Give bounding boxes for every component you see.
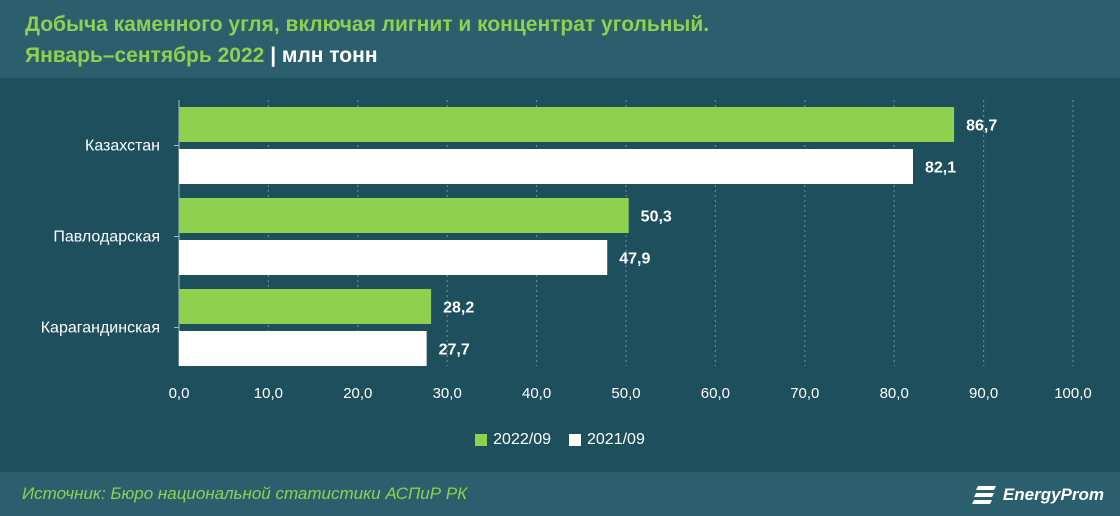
category-label: Казахстан	[85, 138, 160, 155]
chart-footer: Источник: Бюро национальной статистики А…	[0, 472, 1120, 516]
bar-2021-09	[179, 240, 608, 275]
title-separator: |	[264, 44, 282, 67]
x-tick-label: 70,0	[790, 385, 819, 402]
x-tick-label: 30,0	[433, 385, 462, 402]
x-tick-label: 90,0	[969, 385, 998, 402]
data-label: 27,7	[439, 342, 470, 359]
chart-legend: 2022/09 2021/09	[0, 428, 1120, 452]
x-tick-label: 50,0	[611, 385, 640, 402]
x-tick-label: 80,0	[880, 385, 909, 402]
bar-chart: 0,0 10,0 20,0 30,0 40,0 50,0 60,0 70,0 80,0 90,0 1…	[41, 100, 1092, 402]
legend-swatch-2022	[475, 434, 488, 446]
energyprom-logo: EnergyProm	[971, 481, 1104, 509]
bar-2022-09	[179, 107, 955, 142]
bar-2021-09	[179, 331, 427, 366]
x-tick-label: 20,0	[343, 385, 372, 402]
data-label: 47,9	[619, 251, 650, 268]
chart-subtitle: Январь–сентябрь 2022 | млн тонн	[25, 44, 378, 68]
bar-2021-09	[179, 149, 913, 184]
chart-title: Добыча каменного угля, включая лигнит и …	[25, 13, 710, 36]
energyprom-logo-icon	[971, 486, 996, 504]
data-label: 82,1	[925, 160, 956, 177]
chart-header: Добыча каменного угля, включая лигнит и …	[0, 0, 1120, 78]
bar-2022-09	[179, 198, 629, 233]
legend-label-2022: 2022/09	[493, 431, 551, 448]
chart-area: 0,0 10,0 20,0 30,0 40,0 50,0 60,0 70,0 80,0 90,0 1…	[0, 78, 1120, 472]
legend-item-2021: 2021/09	[569, 431, 645, 449]
x-tick-label: 60,0	[701, 385, 730, 402]
legend-swatch-2021	[569, 434, 581, 446]
category-label: Карагандинская	[41, 320, 160, 337]
x-tick-label: 100,0	[1054, 385, 1092, 402]
logo-text: EnergyProm	[1002, 485, 1104, 504]
data-label: 86,7	[966, 118, 997, 135]
chart-unit: млн тонн	[281, 44, 378, 67]
x-tick-label: 0,0	[169, 385, 190, 402]
data-label: 28,2	[443, 300, 474, 317]
bar-2022-09	[179, 289, 432, 324]
x-tick-label: 40,0	[522, 385, 551, 402]
legend-item-2022: 2022/09	[475, 431, 551, 449]
category-label: Павлодарская	[53, 229, 160, 246]
legend-label-2021: 2021/09	[587, 431, 645, 448]
chart-period: Январь–сентябрь 2022	[25, 44, 265, 67]
source-note: Источник: Бюро национальной статистики А…	[22, 484, 468, 503]
x-tick-label: 10,0	[254, 385, 283, 402]
data-label: 50,3	[641, 209, 672, 226]
